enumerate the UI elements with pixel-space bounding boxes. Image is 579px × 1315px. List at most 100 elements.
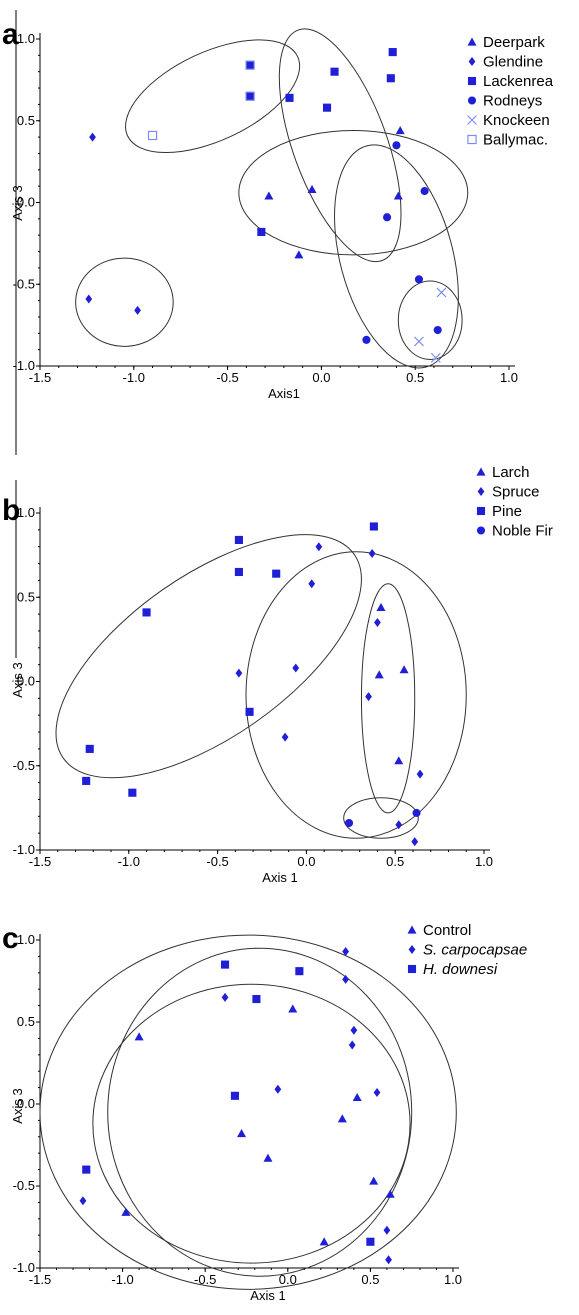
x-tick-label: 1.0 xyxy=(475,854,493,869)
panel-letter: b xyxy=(2,494,20,527)
data-point xyxy=(414,336,424,347)
data-point xyxy=(82,776,91,785)
y-tick-label: 1.0 xyxy=(17,505,35,520)
legend-marker xyxy=(476,526,486,535)
group-ellipse xyxy=(343,797,419,839)
data-point xyxy=(342,974,349,984)
data-point xyxy=(365,692,372,702)
series-h-downesi xyxy=(82,960,375,1246)
x-axis-title: Axis 1 xyxy=(262,870,297,885)
series-rodneys xyxy=(362,141,442,344)
data-point xyxy=(121,1207,131,1216)
y-tick-label: 0.0 xyxy=(17,674,35,689)
data-point xyxy=(292,663,300,673)
legend-marker xyxy=(467,115,477,125)
x-tick-label: 0.0 xyxy=(297,854,315,869)
series-lackenrea xyxy=(246,48,397,236)
panel-c: -1.5 -1.0 -0.5 0.0 0.5 1.0-1.0-0.50.00.51.0Ax… xyxy=(2,922,527,1303)
group-ellipse xyxy=(278,28,402,263)
group-ellipse xyxy=(245,551,467,839)
data-point xyxy=(383,1225,391,1235)
data-point xyxy=(350,1025,358,1035)
data-point xyxy=(319,1237,329,1246)
data-point xyxy=(221,992,229,1002)
legend-label: Control xyxy=(423,922,471,939)
data-point xyxy=(342,946,349,956)
legend-marker xyxy=(467,134,477,145)
y-tick-label: -0.5 xyxy=(13,758,35,773)
data-point xyxy=(142,608,151,617)
data-point xyxy=(376,602,386,611)
data-point xyxy=(322,103,332,112)
series-ballymac- xyxy=(147,60,255,141)
data-point xyxy=(134,305,141,315)
series-larch xyxy=(374,602,409,765)
legend-label: Lackenrea xyxy=(483,73,554,90)
x-axis-title: Axis 1 xyxy=(250,1288,285,1303)
legend-marker xyxy=(468,57,476,66)
legend-label: H. downesi xyxy=(423,961,498,978)
legend-label: Deerpark xyxy=(483,34,545,51)
data-point xyxy=(385,1255,392,1265)
data-point xyxy=(82,1165,91,1174)
x-tick-label: -1.0 xyxy=(118,854,140,869)
legend: Control S. carpocapsae H. downesi xyxy=(407,922,527,978)
data-point xyxy=(433,325,442,335)
group-ellipse xyxy=(39,934,457,1290)
y-tick-label: -0.5 xyxy=(13,1178,35,1193)
legend: Larch Spruce Pine Noble Fir xyxy=(476,464,553,540)
legend-marker xyxy=(467,96,477,105)
x-tick-label: 0.5 xyxy=(361,1272,379,1287)
x-axis-title: Axis1 xyxy=(268,386,300,401)
legend: Deerpark Glendine Lackenrea Rodneys Knockeen… xyxy=(467,34,554,149)
y-tick-label: 0.0 xyxy=(17,195,35,210)
data-point xyxy=(337,1114,347,1123)
data-point xyxy=(374,670,384,679)
x-tick-label: -0.5 xyxy=(216,370,238,385)
data-point xyxy=(395,820,403,830)
data-point xyxy=(348,1040,356,1050)
data-point xyxy=(436,287,447,298)
data-point xyxy=(294,250,304,259)
legend-label: Knockeen xyxy=(483,112,550,129)
legend-marker xyxy=(407,925,417,934)
x-tick-label: -1.0 xyxy=(123,370,145,385)
data-point xyxy=(307,184,317,194)
x-tick-label: 0.5 xyxy=(406,370,424,385)
group-ellipse xyxy=(107,947,413,1277)
data-point xyxy=(245,60,255,70)
data-point xyxy=(388,48,397,57)
series-control xyxy=(121,1004,395,1246)
data-point xyxy=(330,67,339,76)
series-knockeen xyxy=(414,287,447,363)
data-point xyxy=(368,548,376,558)
y-tick-label: 1.0 xyxy=(17,31,35,46)
legend-label: Glendine xyxy=(483,54,543,71)
legend-marker xyxy=(477,487,485,496)
data-point xyxy=(263,1153,273,1162)
y-tick-label: 1.0 xyxy=(17,932,35,947)
y-tick-label: -1.0 xyxy=(13,358,35,373)
data-point xyxy=(257,227,266,236)
x-tick-label: -1.5 xyxy=(29,1272,51,1287)
legend-marker xyxy=(408,945,416,954)
data-point xyxy=(128,788,137,797)
data-point xyxy=(230,1091,239,1100)
data-point xyxy=(399,665,409,674)
y-tick-label: 0.5 xyxy=(17,113,35,128)
data-point xyxy=(366,1237,375,1246)
x-tick-label: -0.5 xyxy=(194,1272,216,1287)
data-point xyxy=(245,91,255,101)
series-spruce xyxy=(235,542,424,847)
y-tick-label: 0.0 xyxy=(17,1096,35,1111)
group-ellipse xyxy=(238,130,469,256)
data-point xyxy=(79,1196,87,1206)
series-s-carpocapsae xyxy=(79,946,392,1265)
data-point xyxy=(288,1004,298,1013)
y-tick-label: -0.5 xyxy=(13,276,35,291)
x-tick-label: 0.5 xyxy=(386,854,404,869)
data-point xyxy=(272,569,281,578)
group-ellipse xyxy=(92,983,411,1264)
data-point xyxy=(412,808,421,817)
data-point xyxy=(134,1032,144,1041)
